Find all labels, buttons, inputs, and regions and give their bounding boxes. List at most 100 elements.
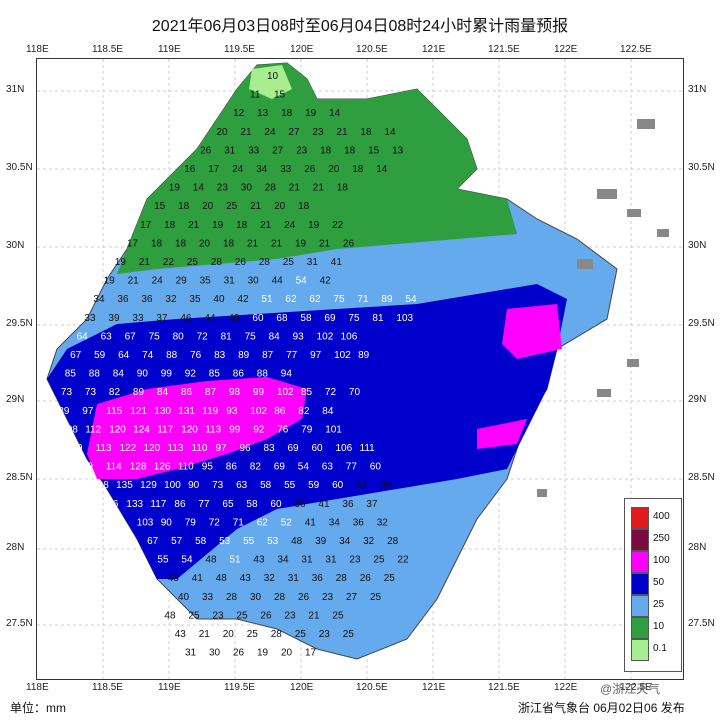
rainfall-value: 98 <box>229 387 241 398</box>
rainfall-value: 23 <box>322 592 334 603</box>
lat-label: 29.5N <box>688 318 715 329</box>
rainfall-value: 28 <box>271 629 283 640</box>
rainfall-value: 44 <box>272 276 284 287</box>
rainfall-value: 18 <box>151 238 163 249</box>
rainfall-value: 84 <box>322 406 334 417</box>
lat-label: 28N <box>688 542 707 553</box>
rainfall-value: 25 <box>295 629 307 640</box>
rainfall-value: 24 <box>284 220 296 231</box>
rainfall-value: 25 <box>226 201 238 212</box>
rainfall-value: 115 <box>106 406 122 417</box>
rainfall-value: 60 <box>370 462 382 473</box>
rainfall-value: 31 <box>224 145 236 156</box>
rainfall-value: 97 <box>310 350 322 361</box>
rainfall-value: 35 <box>200 276 212 287</box>
rainfall-value: 110 <box>192 443 208 454</box>
lat-label: 29N <box>688 394 707 405</box>
rainfall-value: 110 <box>178 462 194 473</box>
rainfall-value: 59 <box>308 480 320 491</box>
rainfall-value: 135 <box>116 480 133 491</box>
rainfall-value: 14 <box>193 183 205 194</box>
rainfall-value: 39 <box>108 313 120 324</box>
rainfall-value: 57 <box>171 536 183 547</box>
rainfall-value: 18 <box>223 238 235 249</box>
rainfall-value: 90 <box>137 369 149 380</box>
legend-label: 0.1 <box>653 643 667 654</box>
rainfall-value: 87 <box>205 387 217 398</box>
rainfall-value: 18 <box>344 145 356 156</box>
legend-label: 400 <box>653 511 670 522</box>
rainfall-value: 54 <box>405 294 417 305</box>
rainfall-value: 69 <box>324 313 336 324</box>
rainfall-value: 46 <box>180 313 192 324</box>
islands <box>537 119 669 497</box>
rainfall-value: 83 <box>214 350 226 361</box>
lon-label: 120.5E <box>356 44 388 55</box>
rainfall-value: 59 <box>94 350 106 361</box>
rainfall-value: 77 <box>346 462 358 473</box>
rainfall-value: 90 <box>161 517 173 528</box>
rainfall-value: 60 <box>332 480 344 491</box>
rainfall-value: 28 <box>336 573 348 584</box>
rainfall-value: 37 <box>156 313 168 324</box>
rainfall-value: 24 <box>264 127 276 138</box>
rainfall-value: 26 <box>298 592 310 603</box>
rainfall-value: 89 <box>358 350 370 361</box>
rainfall-value: 75 <box>333 294 345 305</box>
rainfall-value: 64 <box>77 331 89 342</box>
rainfall-value: 97 <box>216 443 228 454</box>
watermark: @浙江天气 <box>600 682 661 696</box>
rainfall-value: 25 <box>343 629 355 640</box>
rainfall-value: 31 <box>301 555 313 566</box>
rainfall-value: 82 <box>109 387 121 398</box>
rainfall-value: 34 <box>256 164 268 175</box>
rainfall-value: 97 <box>82 406 94 417</box>
rainfall-value: 113 <box>205 424 221 435</box>
rainfall-value: 32 <box>377 517 389 528</box>
rainfall-value: 89 <box>58 406 70 417</box>
rainfall-value: 108 <box>92 480 109 491</box>
rainfall-value: 54 <box>133 555 145 566</box>
rainfall-value: 112 <box>85 424 101 435</box>
rainfall-value: 44 <box>204 313 216 324</box>
legend-swatch <box>631 573 649 595</box>
rainfall-value: 73 <box>85 387 97 398</box>
rainfall-value: 94 <box>281 369 293 380</box>
rainfall-value: 90 <box>188 480 200 491</box>
rainfall-value: 41 <box>318 499 330 510</box>
rainfall-value: 13 <box>392 145 404 156</box>
rainfall-value: 51 <box>154 592 166 603</box>
rainfall-value: 10 <box>267 71 279 82</box>
green-region-north <box>117 63 517 274</box>
rainfall-value: 114 <box>106 462 122 473</box>
rainfall-value: 36 <box>294 499 306 510</box>
rainfall-value: 20 <box>223 629 235 640</box>
lat-label: 30N <box>688 240 707 251</box>
rainfall-value: 18 <box>281 108 293 119</box>
rainfall-value: 106 <box>336 443 353 454</box>
rainfall-value: 58 <box>260 480 272 491</box>
rainfall-value: 21 <box>188 220 200 231</box>
rainfall-value: 58 <box>195 536 207 547</box>
rainfall-value: 18 <box>360 127 372 138</box>
rainfall-value: 32 <box>363 536 375 547</box>
rainfall-value: 131 <box>178 406 195 417</box>
lon-label: 122E <box>554 682 578 693</box>
rainfall-value: 79 <box>301 424 313 435</box>
rainfall-value: 122 <box>120 443 137 454</box>
legend-swatch <box>631 551 649 573</box>
rainfall-value: 82 <box>250 462 262 473</box>
rainfall-value: 89 <box>381 294 393 305</box>
rainfall-value: 16 <box>184 164 196 175</box>
rainfall-value: 19 <box>295 238 307 249</box>
rainfall-value: 21 <box>260 220 272 231</box>
rainfall-value: 26 <box>304 164 316 175</box>
rainfall-value: 18 <box>320 145 332 156</box>
rainfall-value: 133 <box>126 499 143 510</box>
rainfall-value: 67 <box>70 350 82 361</box>
lat-label: 29N <box>6 394 25 405</box>
legend: 400 250 100 50 25 10 0.1 <box>624 498 682 672</box>
lon-label: 121.5E <box>488 682 520 693</box>
rainfall-value: 116 <box>102 499 118 510</box>
rainfall-value: 18 <box>236 220 248 231</box>
